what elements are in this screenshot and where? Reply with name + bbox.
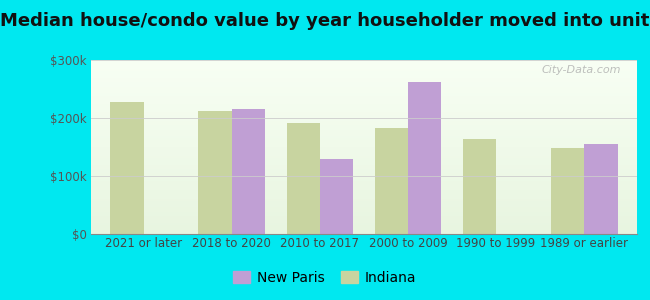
- Bar: [232, 109, 265, 234]
- Bar: [287, 123, 320, 234]
- Bar: [408, 82, 441, 234]
- Text: City-Data.com: City-Data.com: [541, 65, 621, 75]
- Bar: [463, 140, 496, 234]
- Text: Median house/condo value by year householder moved into unit: Median house/condo value by year househo…: [0, 12, 650, 30]
- Bar: [584, 144, 618, 234]
- Bar: [551, 148, 584, 234]
- Bar: [198, 111, 232, 234]
- Bar: [374, 128, 408, 234]
- Legend: New Paris, Indiana: New Paris, Indiana: [228, 265, 422, 290]
- Bar: [111, 102, 144, 234]
- Bar: [320, 159, 354, 234]
